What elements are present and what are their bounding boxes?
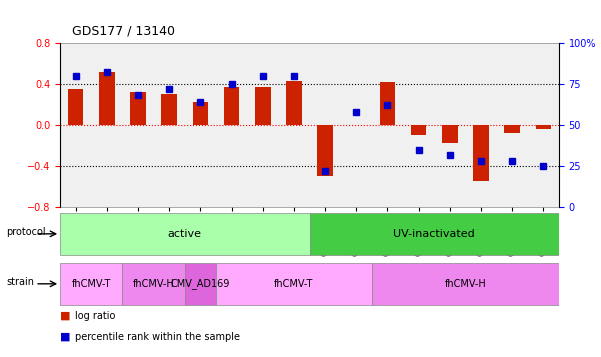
Text: GDS177 / 13140: GDS177 / 13140 <box>72 25 175 38</box>
Bar <box>535 125 551 129</box>
FancyBboxPatch shape <box>185 263 216 305</box>
Text: fhCMV-H: fhCMV-H <box>445 279 486 289</box>
Bar <box>411 125 427 135</box>
FancyBboxPatch shape <box>310 213 559 255</box>
Text: active: active <box>168 229 202 239</box>
FancyBboxPatch shape <box>216 263 372 305</box>
Text: ■: ■ <box>60 332 70 342</box>
Bar <box>162 94 177 125</box>
Bar <box>255 87 270 125</box>
FancyBboxPatch shape <box>60 213 310 255</box>
Bar <box>504 125 520 133</box>
FancyBboxPatch shape <box>123 263 185 305</box>
Bar <box>192 102 208 125</box>
FancyBboxPatch shape <box>372 263 559 305</box>
Bar <box>224 87 239 125</box>
Bar <box>68 89 84 125</box>
Text: protocol: protocol <box>6 227 46 237</box>
FancyBboxPatch shape <box>60 263 123 305</box>
Bar <box>99 71 115 125</box>
Bar <box>130 92 146 125</box>
Text: fhCMV-T: fhCMV-T <box>274 279 314 289</box>
Bar <box>286 81 302 125</box>
Text: log ratio: log ratio <box>75 311 115 321</box>
Text: strain: strain <box>6 277 34 287</box>
Text: fhCMV-H: fhCMV-H <box>133 279 174 289</box>
Bar <box>442 125 457 144</box>
Text: CMV_AD169: CMV_AD169 <box>171 278 230 289</box>
Bar <box>317 125 333 176</box>
Bar <box>380 82 395 125</box>
Text: UV-inactivated: UV-inactivated <box>393 229 475 239</box>
Bar <box>473 125 489 181</box>
Text: fhCMV-T: fhCMV-T <box>72 279 111 289</box>
Text: percentile rank within the sample: percentile rank within the sample <box>75 332 240 342</box>
Text: ■: ■ <box>60 311 70 321</box>
